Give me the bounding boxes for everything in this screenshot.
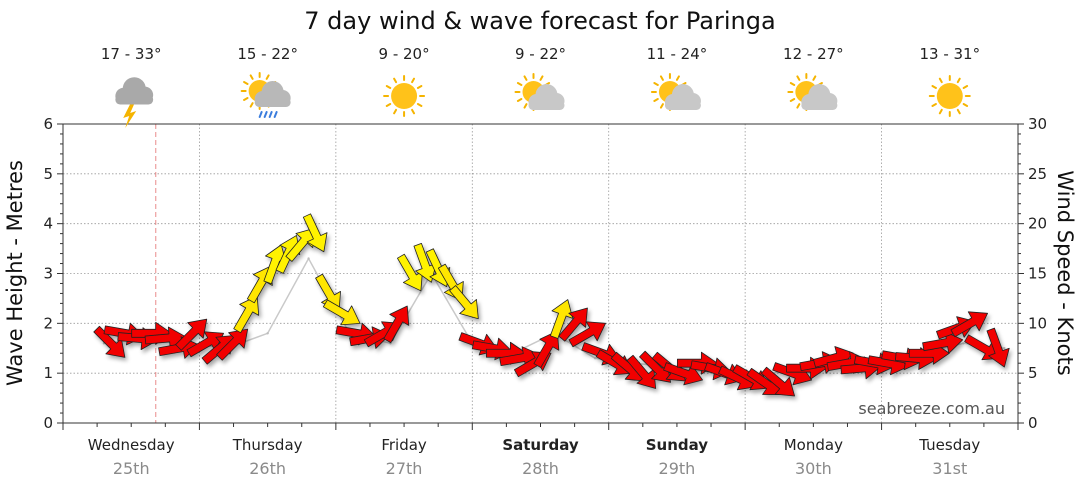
wind-arrow bbox=[568, 321, 606, 348]
day-date-label: 29th bbox=[659, 459, 696, 478]
day-name-label: Wednesday bbox=[88, 436, 175, 454]
wind-arrow bbox=[383, 305, 410, 344]
wind-arrow bbox=[950, 311, 988, 338]
day-temperature: 9 - 22° bbox=[515, 45, 566, 63]
y-tick-label-left: 2 bbox=[43, 314, 53, 332]
day-date-label: 26th bbox=[249, 459, 286, 478]
chart-title: 7 day wind & wave forecast for Paringa bbox=[304, 7, 775, 35]
wind-arrow bbox=[322, 299, 361, 326]
y-tick-label-right: 25 bbox=[1028, 165, 1047, 183]
day-temperature: 12 - 27° bbox=[783, 45, 844, 63]
day-date-label: 30th bbox=[795, 459, 832, 478]
day-temperature: 9 - 20° bbox=[379, 45, 430, 63]
axis-layer: 0 1 2 3 4 5 6 0 5 10 15 20 25 30 bbox=[43, 115, 1047, 432]
sun-rain-cloud-icon bbox=[240, 72, 291, 118]
day-temperature: 11 - 24° bbox=[647, 45, 708, 63]
storm-cloud-icon bbox=[115, 77, 154, 128]
y-tick-label-right: 5 bbox=[1028, 364, 1038, 382]
wave-point bbox=[1003, 347, 1006, 350]
day-date-label: 28th bbox=[522, 459, 559, 478]
sun-icon bbox=[928, 75, 971, 117]
wind-arrow bbox=[760, 366, 795, 397]
wind-arrow bbox=[986, 327, 1010, 368]
wind-arrow bbox=[302, 213, 328, 253]
wave-point bbox=[962, 342, 965, 345]
y-tick-label-left: 4 bbox=[43, 215, 53, 233]
wind-arrow bbox=[285, 227, 316, 262]
day-name-label: Thursday bbox=[232, 436, 303, 454]
grid-layer bbox=[63, 123, 1018, 423]
y-tick-label-left: 0 bbox=[43, 414, 53, 432]
wind-arrow bbox=[315, 273, 341, 312]
day-temperature: 15 - 22° bbox=[237, 45, 298, 63]
day-name-label: Monday bbox=[784, 436, 843, 454]
wind-arrow-layer bbox=[93, 213, 1010, 397]
wind-arrow bbox=[449, 285, 479, 320]
day-date-label: 31st bbox=[932, 459, 967, 478]
day-name-label: Tuesday bbox=[918, 436, 980, 454]
watermark-text: seabreeze.com.au bbox=[858, 399, 1005, 418]
day-temperature: 17 - 33° bbox=[101, 45, 162, 63]
y-tick-label-right: 15 bbox=[1028, 265, 1047, 283]
wind-arrow bbox=[533, 330, 560, 368]
day-name-label: Sunday bbox=[646, 436, 709, 454]
sun-cloud-icon bbox=[514, 73, 565, 111]
wind-arrow bbox=[558, 307, 588, 342]
day-header-layer: 17 - 33° Wednesday 25th 15 - 22° Thursday 26t… bbox=[88, 45, 981, 478]
wind-arrow bbox=[549, 299, 574, 339]
sun-icon bbox=[383, 75, 426, 117]
wind-arrow bbox=[233, 295, 260, 334]
wave-point bbox=[307, 257, 310, 260]
wave-point bbox=[593, 357, 597, 360]
day-name-label: Saturday bbox=[502, 436, 579, 454]
day-name-label: Friday bbox=[381, 436, 427, 454]
day-date-label: 27th bbox=[386, 459, 423, 478]
y-tick-label-right: 20 bbox=[1028, 215, 1047, 233]
day-temperature: 13 - 31° bbox=[919, 45, 980, 63]
day-date-label: 25th bbox=[113, 459, 150, 478]
wind-arrow bbox=[175, 318, 208, 351]
y-tick-label-right: 10 bbox=[1028, 314, 1047, 332]
y-tick-label-left: 1 bbox=[43, 364, 53, 382]
y-tick-label-right: 0 bbox=[1028, 414, 1038, 432]
sun-cloud-icon bbox=[787, 73, 838, 111]
wind-arrow bbox=[216, 328, 249, 361]
sun-cloud-icon bbox=[650, 73, 701, 111]
y-tick-label-left: 3 bbox=[43, 265, 53, 283]
y-axis-right-title: Wind Speed - Knots bbox=[1053, 170, 1077, 375]
y-axis-left-title: Wave Height - Metres bbox=[3, 160, 27, 386]
wave-point bbox=[266, 332, 269, 335]
y-tick-label-left: 6 bbox=[43, 115, 53, 133]
y-tick-label-left: 5 bbox=[43, 165, 53, 183]
y-tick-label-right: 30 bbox=[1028, 115, 1047, 133]
